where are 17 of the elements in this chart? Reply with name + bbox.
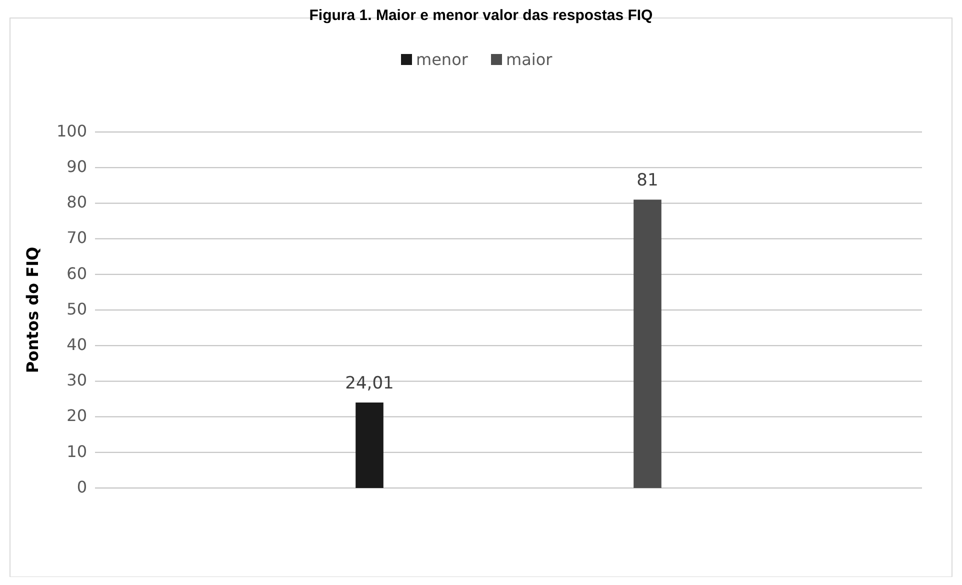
y-tick-label: 60 xyxy=(66,264,87,283)
y-axis-title: Pontos do FIQ xyxy=(23,246,42,374)
y-tick-label: 100 xyxy=(56,121,87,140)
chart-title: Figura 1. Maior e menor valor das respostas FIQ xyxy=(309,6,654,24)
y-tick-label: 50 xyxy=(66,299,87,318)
y-tick-label: 20 xyxy=(66,406,87,426)
legend-label: maior xyxy=(506,50,553,69)
y-tick-label: 30 xyxy=(66,370,87,390)
y-tick-label: 0 xyxy=(76,477,87,496)
y-tick-label: 40 xyxy=(66,334,87,354)
data-label: 81 xyxy=(636,170,658,191)
data-label: 24,01 xyxy=(345,374,394,394)
y-tick-label: 10 xyxy=(66,442,87,461)
y-tick-label: 70 xyxy=(66,228,87,248)
y-tick-label: 90 xyxy=(66,156,87,176)
y-tick-label: 80 xyxy=(66,192,87,212)
legend-label: menor xyxy=(416,50,468,69)
